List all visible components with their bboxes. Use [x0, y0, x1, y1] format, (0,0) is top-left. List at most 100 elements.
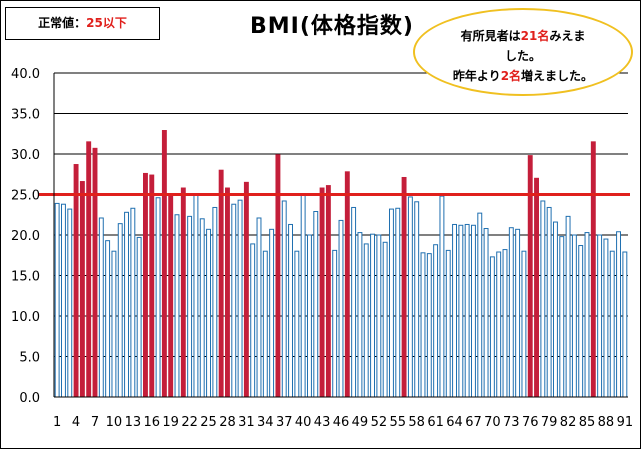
bar-normal: [117, 223, 123, 398]
bar-abnormal: [149, 174, 155, 398]
x-tick-label: 73: [503, 415, 520, 430]
bar-abnormal: [275, 154, 281, 398]
bar-normal: [206, 228, 211, 398]
y-tick-labels: 0.0 5.0 10.0 15.0 20.0 25.0 30.0 35.0 40.0: [11, 67, 40, 406]
x-tick-label: 16: [143, 415, 160, 430]
bar-normal: [502, 249, 508, 398]
normal-value-box: 正常値：25以下: [5, 7, 160, 40]
bar-normal: [452, 223, 457, 398]
axes: [53, 73, 628, 398]
bar-normal: [294, 250, 300, 398]
bar-abnormal: [86, 141, 92, 398]
bar-normal: [426, 253, 432, 398]
x-tick-label: 70: [484, 415, 501, 430]
x-tick-labels: 1 4 7 10 13 16 19 22 25 28 31 34 37 40 43 46 49 52 55 58 61 6…: [53, 415, 633, 430]
bar-normal: [395, 207, 401, 398]
bar-abnormal: [319, 187, 325, 398]
chart-title: BMI(体格指数): [250, 14, 414, 39]
x-tick-label: 7: [91, 415, 99, 430]
bar-abnormal: [218, 169, 224, 398]
bar-normal: [407, 196, 413, 398]
bar-normal: [338, 219, 344, 398]
bar-abnormal: [180, 187, 186, 398]
bar-normal: [357, 232, 363, 398]
bar-normal: [61, 203, 66, 398]
bar-normal: [269, 228, 275, 398]
bar-abnormal: [590, 141, 596, 398]
bar-normal: [609, 250, 615, 398]
x-tick-label: 52: [371, 415, 388, 430]
callout-note: 有所見者は21名みえま した。 昨年より2名増えました。: [413, 8, 633, 96]
bar-normal: [124, 211, 129, 398]
callout-increase: 2名: [500, 69, 522, 83]
x-tick-label: 55: [389, 415, 406, 430]
bars: [54, 130, 628, 398]
x-tick-label: 43: [314, 415, 331, 430]
bar-normal: [351, 206, 357, 398]
x-tick-label: 28: [219, 415, 236, 430]
bar-abnormal: [143, 172, 148, 398]
x-tick-label: 79: [541, 415, 558, 430]
bar-abnormal: [527, 155, 533, 398]
y-tick-label: 35.0: [11, 108, 40, 123]
bar-abnormal: [325, 185, 331, 398]
bar-normal: [307, 234, 312, 398]
bar-normal: [565, 215, 571, 398]
bar-normal: [616, 231, 621, 398]
x-tick-label: 61: [427, 415, 444, 430]
callout-line-1: 有所見者は21名みえま: [415, 26, 631, 46]
bar-normal: [370, 233, 375, 398]
y-tick-label: 5.0: [19, 351, 40, 366]
bar-normal: [578, 245, 584, 398]
x-tick-label: 25: [200, 415, 217, 430]
bar-normal: [471, 224, 476, 398]
normal-value: 25以下: [86, 16, 127, 30]
bar-normal: [363, 243, 369, 398]
bar-normal: [571, 234, 577, 398]
x-tick-label: 34: [257, 415, 274, 430]
bar-normal: [199, 218, 205, 398]
x-tick-label: 10: [106, 415, 123, 430]
bar-normal: [489, 256, 495, 398]
x-tick-label: 67: [465, 415, 482, 430]
x-tick-label: 49: [352, 415, 369, 430]
y-tick-label: 25.0: [11, 189, 40, 204]
bar-normal: [496, 251, 502, 398]
bar-normal: [521, 250, 527, 398]
bar-normal: [464, 223, 470, 398]
x-tick-label: 1: [53, 415, 61, 430]
bar-abnormal: [73, 164, 79, 398]
x-tick-label: 91: [617, 415, 634, 430]
bar-normal: [597, 234, 603, 398]
y-tick-label: 10.0: [11, 310, 40, 325]
bar-normal: [67, 208, 73, 398]
bar-normal: [445, 249, 451, 398]
callout-line-3-post: 増えました。: [521, 69, 594, 83]
callout-line-1-pre: 有所見者は: [460, 29, 521, 43]
bar-normal: [332, 249, 338, 398]
bar-normal: [477, 212, 483, 398]
bar-normal: [622, 251, 628, 398]
bar-abnormal: [225, 187, 230, 398]
bar-abnormal: [401, 176, 407, 398]
y-tick-label: 0.0: [19, 391, 40, 406]
bar-normal: [174, 214, 180, 398]
bar-normal: [540, 200, 546, 398]
bar-normal: [483, 228, 489, 398]
bar-normal: [281, 200, 287, 398]
x-tick-label: 31: [238, 415, 255, 430]
bar-normal: [105, 240, 111, 398]
bar-normal: [433, 244, 439, 398]
callout-line-2: した。: [504, 49, 541, 63]
bar-normal: [231, 203, 237, 398]
y-tick-label: 20.0: [11, 229, 40, 244]
bar-normal: [559, 236, 565, 398]
x-tick-label: 40: [295, 415, 312, 430]
x-tick-label: 85: [579, 415, 596, 430]
bar-normal: [553, 221, 558, 398]
bar-abnormal: [92, 147, 98, 398]
x-tick-label: 58: [408, 415, 425, 430]
bar-normal: [458, 224, 464, 398]
y-tick-label: 40.0: [11, 67, 40, 82]
